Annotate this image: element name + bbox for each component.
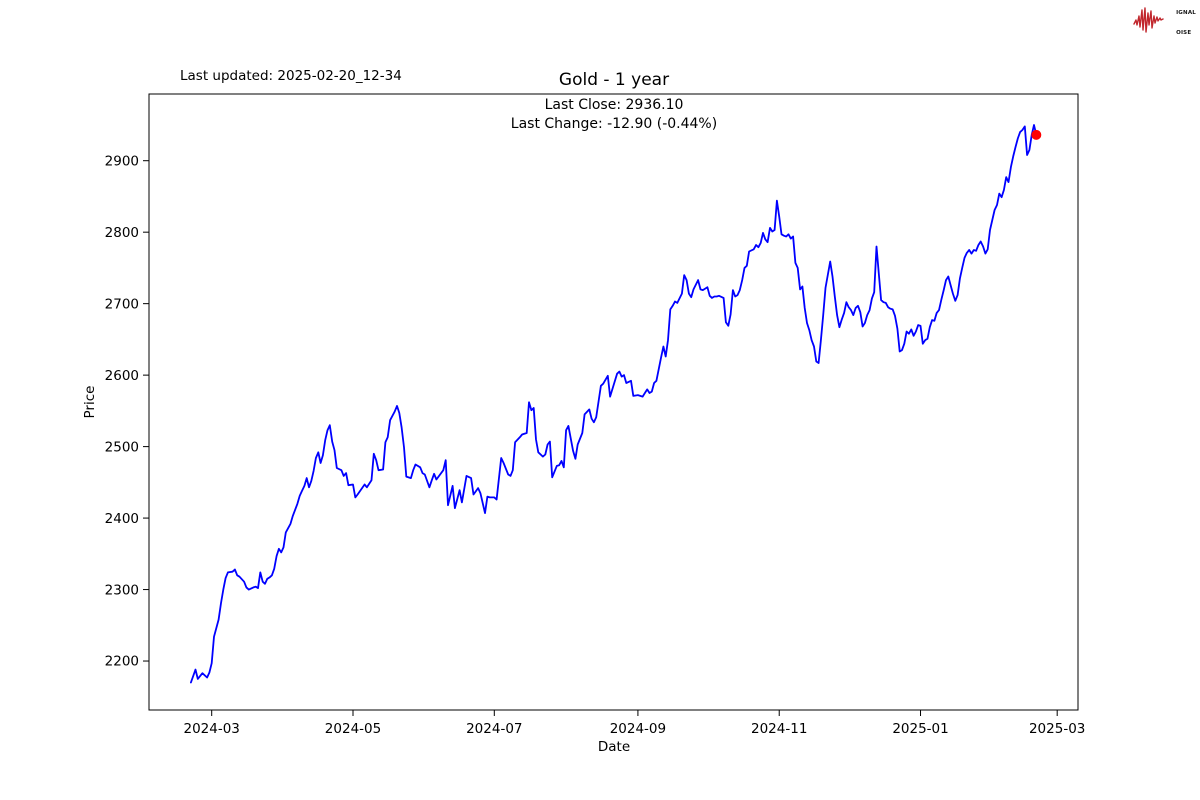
y-tick-label: 2500 bbox=[105, 439, 139, 455]
y-tick-label: 2900 bbox=[105, 153, 139, 169]
last-price-marker bbox=[1031, 129, 1042, 140]
y-tick-label: 2700 bbox=[105, 296, 139, 312]
waveform-icon bbox=[1132, 7, 1164, 33]
x-tick-label: 2024-05 bbox=[325, 721, 381, 737]
last-close-annotation: Last Close: 2936.10 bbox=[544, 97, 684, 113]
x-tick-label: 2025-01 bbox=[892, 721, 948, 737]
price-line bbox=[189, 124, 1038, 684]
last-updated-text: Last updated: 2025-02-20_12-34 bbox=[180, 68, 402, 84]
x-tick-label: 2024-03 bbox=[183, 721, 239, 737]
signal2noise-logo: S IGNAL 2 N OISE bbox=[1132, 4, 1196, 38]
y-tick-label: 2600 bbox=[105, 368, 139, 384]
logo-letterbox-2: 2 bbox=[1170, 19, 1175, 26]
y-tick-label: 2400 bbox=[105, 511, 139, 527]
x-tick-label: 2025-03 bbox=[1029, 721, 1085, 737]
x-axis-label: Date bbox=[597, 739, 631, 755]
logo-row-2: 2 bbox=[1169, 18, 1196, 27]
logo-row-signal: S IGNAL bbox=[1170, 9, 1196, 16]
y-axis-label: Price bbox=[82, 385, 98, 419]
logo-row-noise: N OISE bbox=[1170, 29, 1192, 36]
logo-letterbox-s: S bbox=[1170, 9, 1175, 16]
plot-frame bbox=[148, 93, 1079, 711]
x-tick-label: 2024-11 bbox=[751, 721, 807, 737]
logo-letterbox-n: N bbox=[1170, 29, 1175, 36]
chart-title: Gold - 1 year bbox=[558, 70, 670, 90]
y-tick-label: 2300 bbox=[105, 582, 139, 598]
y-tick-label: 2800 bbox=[105, 225, 139, 241]
last-change-annotation: Last Change: -12.90 (-0.44%) bbox=[510, 116, 718, 132]
x-tick-label: 2024-07 bbox=[466, 721, 522, 737]
y-tick-label: 2200 bbox=[105, 654, 139, 670]
logo-text: S IGNAL 2 N OISE bbox=[1169, 8, 1196, 37]
x-tick-label: 2024-09 bbox=[610, 721, 666, 737]
